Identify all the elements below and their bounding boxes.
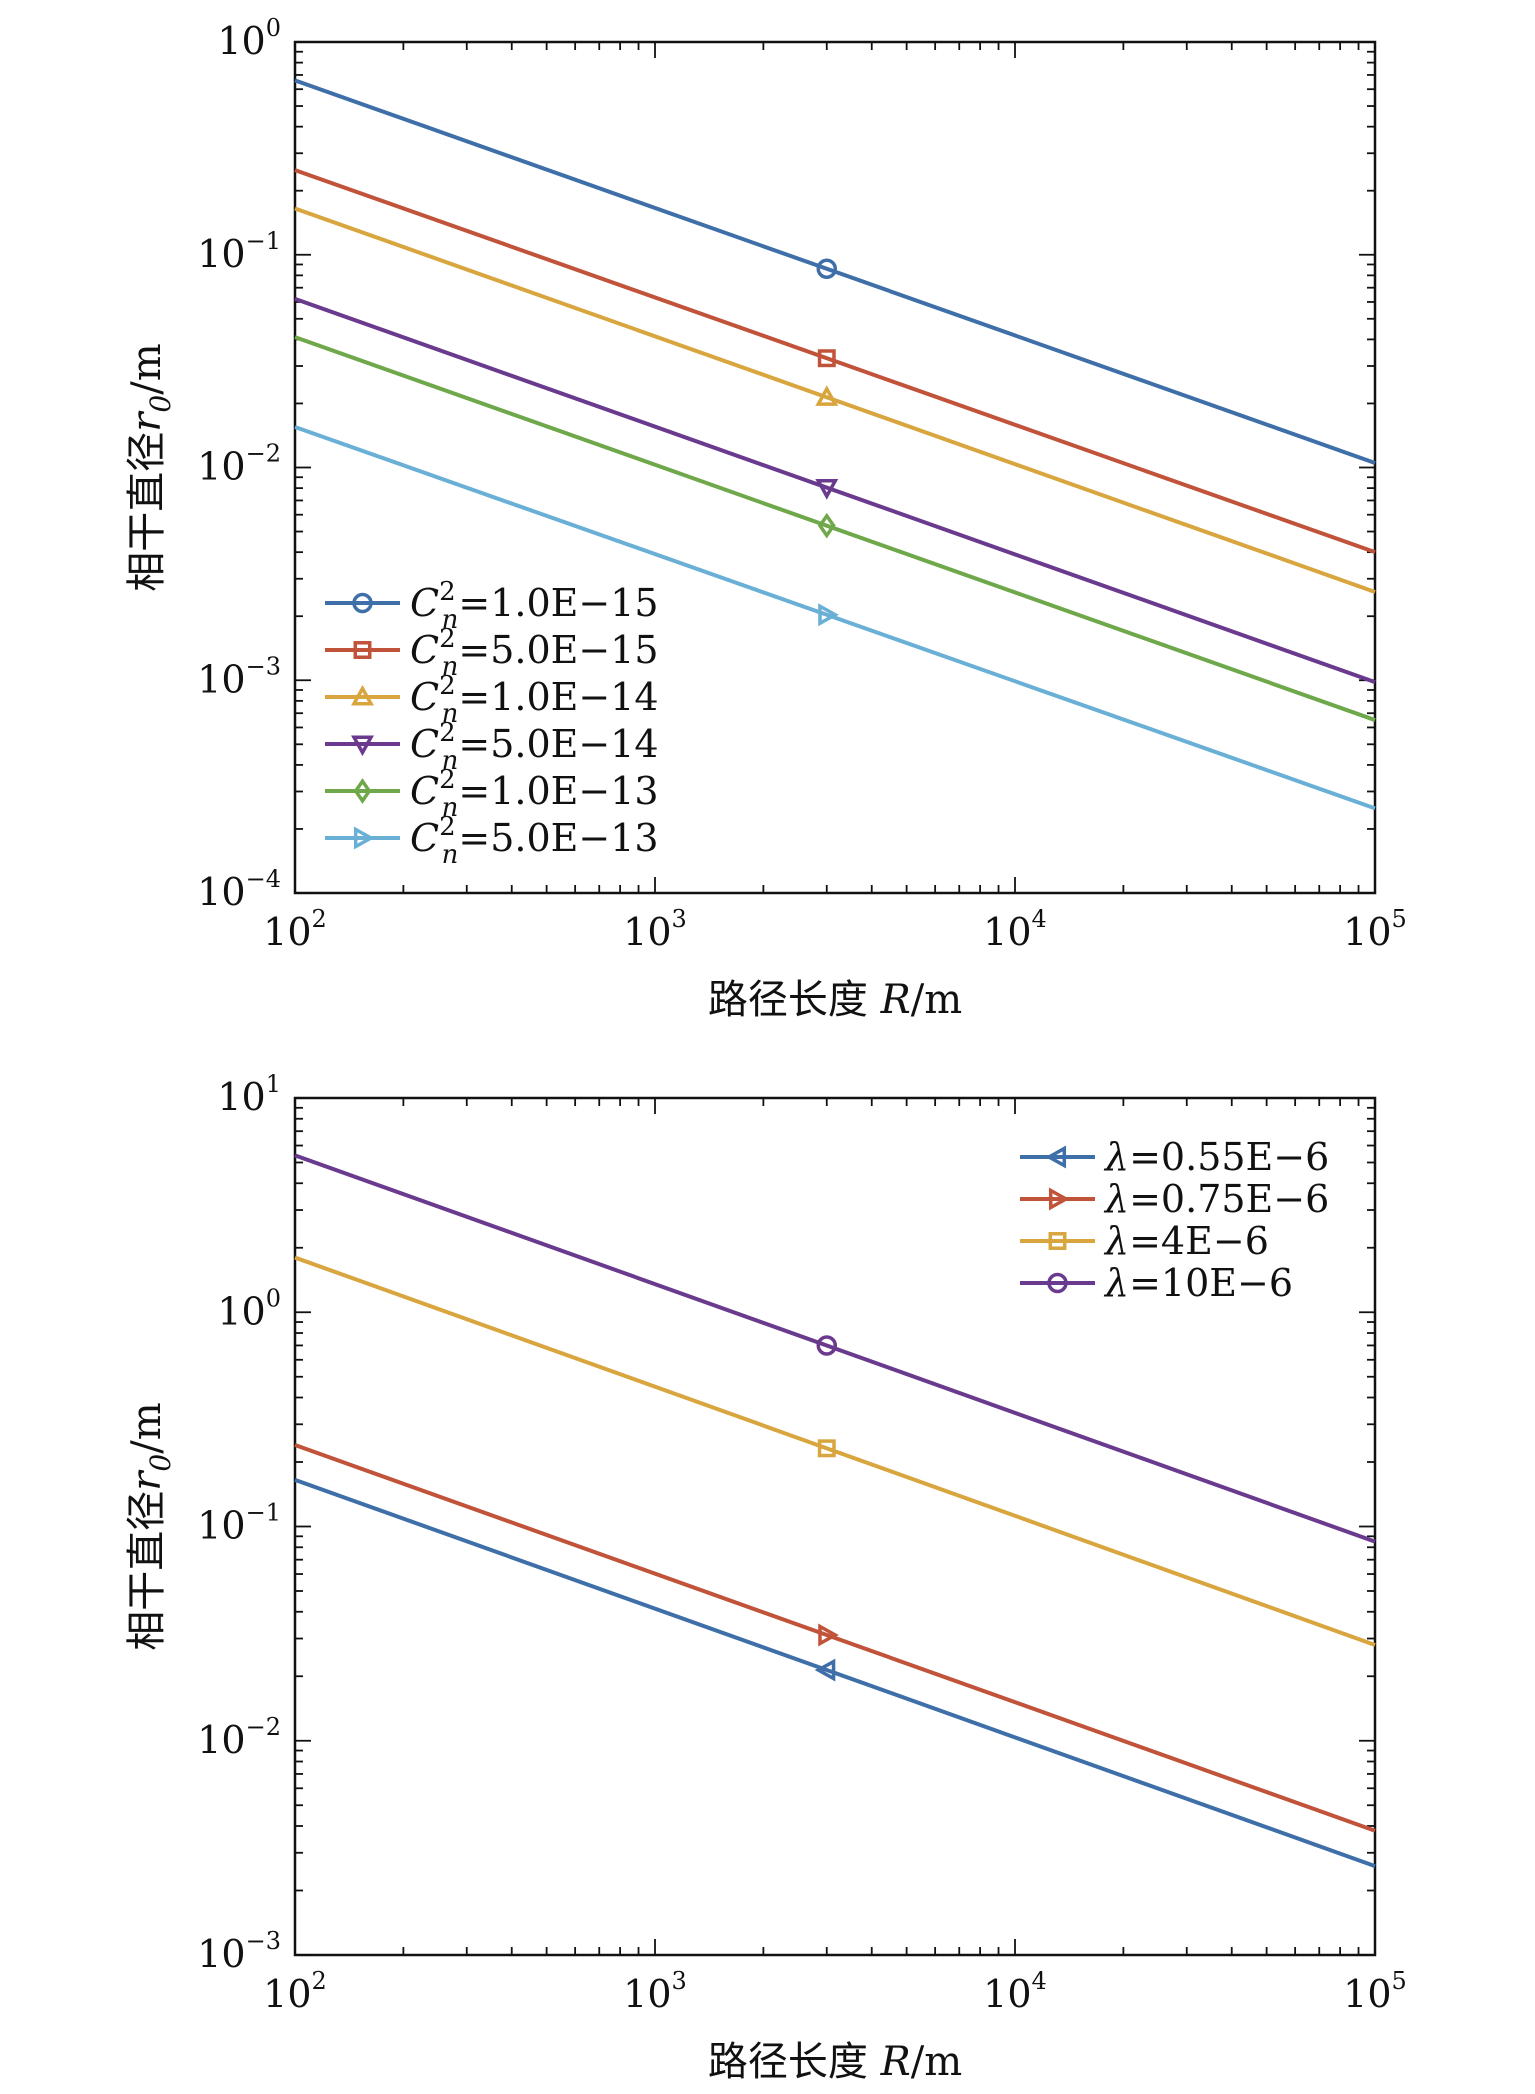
series [294,168,1376,555]
legend-label: C2 n=5.0E−14 [410,718,659,776]
series [294,335,1376,722]
y-tick-label: 101 [217,1070,281,1119]
series-marker [815,479,839,500]
series-marker [351,684,374,706]
series-marker [353,641,372,659]
series-marker [818,1623,839,1647]
x-tick-label: 105 [1343,1967,1407,2016]
legend-label: C2 n=1.0E−15 [410,577,659,635]
legend-label: C2 n=5.0E−15 [410,624,659,682]
series [294,78,1376,465]
series-line [294,335,1376,722]
y-tick-label: 10−2 [197,440,281,489]
chart-2: 102 103 104 105 101 100 10−1 10−2 10−3 路径长度 R/m 相干… [124,1070,1407,2085]
series-marker [818,603,839,627]
series [294,206,1376,594]
x-tick-label: 103 [623,1967,687,2016]
series-line [294,425,1376,811]
series-marker [814,1658,836,1682]
series-marker [351,735,374,757]
y-tick-label: 10−1 [197,1499,281,1548]
y-tick-label: 10−2 [197,1713,281,1762]
x-tick-label: 104 [983,1967,1047,2016]
x-axis-title: 路径长度 R/m [708,977,962,1023]
series-marker [1047,1272,1068,1294]
legend-label: λ=4E−6 [1103,1219,1269,1263]
series-marker [353,778,372,804]
series [294,1255,1376,1647]
x-tick-label: 103 [623,905,687,954]
legend: λ=0.55E−6λ=0.75E−6λ=4E−6λ=10E−6 [1020,1135,1329,1305]
y-tick-label: 10−4 [197,865,281,914]
series-marker [815,385,839,406]
legend-entry: λ=0.75E−6 [1020,1177,1329,1221]
x-tick-label: 102 [263,1967,327,2016]
series-marker [1048,1232,1067,1250]
legend-entry: C2 n=5.0E−14 [325,718,659,776]
series [294,425,1376,811]
series [294,1443,1376,1833]
series-marker [352,592,373,614]
series [294,297,1376,685]
y-tick-label: 10−1 [197,227,281,276]
axis-ticks [294,1098,1375,1956]
series-line [294,297,1376,685]
legend-label: C2 n=5.0E−13 [410,812,659,870]
series [294,1478,1376,1868]
series-marker [816,1335,838,1356]
series-marker [816,258,838,280]
y-tick-label: 10−3 [197,652,281,701]
y-tick-label: 10−3 [197,1927,281,1976]
series [294,1153,1376,1544]
series-line [294,1443,1376,1833]
y-tick-label: 100 [217,14,281,63]
chart-1: 102 103 104 105 100 10−1 10−2 10−3 10−4 路径长度 R/m 相… [124,14,1407,1023]
legend-entry: C2 n=5.0E−15 [325,624,659,682]
legend-entry: λ=10E−6 [1020,1261,1293,1305]
series-marker [817,349,836,368]
x-tick-label: 105 [1343,905,1407,954]
series-marker [1048,1187,1070,1211]
y-axis-title: 相干直径r0/m [124,343,177,591]
legend-label: λ=0.55E−6 [1103,1135,1329,1179]
series-marker [1045,1145,1067,1169]
legend-entry: C2 n=1.0E−15 [325,577,659,635]
legend-entry: λ=4E−6 [1020,1219,1269,1263]
legend-label: λ=0.75E−6 [1103,1177,1329,1221]
series-marker [817,512,836,539]
y-axis-title: 相干直径r0/m [124,1402,177,1650]
legend-label: C2 n=1.0E−13 [410,765,659,823]
legend-label: λ=10E−6 [1103,1261,1293,1305]
x-tick-label: 102 [263,905,327,954]
series-marker [353,826,375,850]
x-axis-title: 路径长度 R/m [708,2039,962,2085]
legend-entry: C2 n=1.0E−14 [325,671,659,729]
legend-entry: λ=0.55E−6 [1020,1135,1329,1179]
legend-entry: C2 n=5.0E−13 [325,812,659,870]
x-tick-label: 104 [983,905,1047,954]
y-tick-label: 100 [217,1284,281,1333]
legend-entry: C2 n=1.0E−13 [325,765,659,823]
legend-label: C2 n=1.0E−14 [410,671,659,729]
series-marker [817,1439,836,1458]
